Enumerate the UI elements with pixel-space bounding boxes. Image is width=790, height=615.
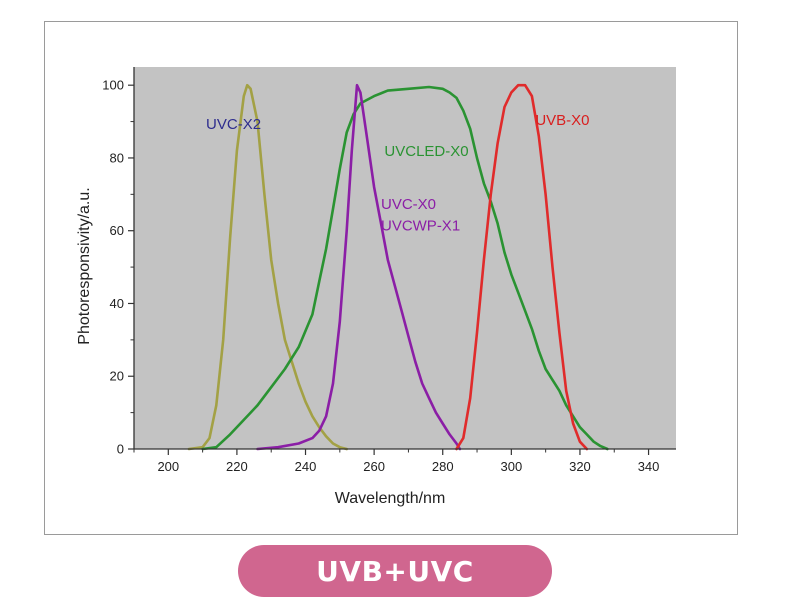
- y-tick-label: 80: [110, 150, 124, 165]
- series-line-uvcled-x0: [201, 85, 609, 451]
- x-tick-label: 240: [295, 459, 317, 474]
- x-tick-label: 260: [363, 459, 385, 474]
- y-tick-label: 40: [110, 296, 124, 311]
- series-label-uvcwp-x1: UVCWP-X1: [381, 218, 460, 235]
- y-axis-label: Photoresponsivity/a.u.: [76, 187, 93, 344]
- spectral-response-chart: 200 220 240 260 280 300 320 340 0 20 40 60 80 100 UVC…: [76, 67, 676, 507]
- x-tick-label: 340: [638, 459, 660, 474]
- x-axis-label: Wavelength/nm: [335, 490, 446, 507]
- y-tick-label: 100: [102, 78, 124, 93]
- uvb-uvc-badge: UVB+UVC: [238, 545, 552, 597]
- label-layer: UVC-X2 UVCLED-X0 UVC-X0 UVCWP-X1 UVB-X0: [206, 112, 590, 235]
- y-tick-label: 0: [117, 442, 124, 457]
- series-label-uvb-x0: UVB-X0: [535, 112, 589, 129]
- x-tick-label: 300: [500, 459, 522, 474]
- chart-frame: 200 220 240 260 280 300 320 340 0 20 40 60 80 100 UVC…: [44, 21, 738, 535]
- series-label-uvc-x2: UVC-X2: [206, 116, 261, 133]
- series-line-uvb-x0: [455, 83, 589, 451]
- axis-layer: 200 220 240 260 280 300 320 340 0 20 40 60 80 100: [102, 67, 676, 474]
- plot-background: [134, 67, 676, 449]
- series-layer: [187, 83, 609, 451]
- series-label-uvcled-x0: UVCLED-X0: [384, 143, 468, 160]
- series-line-uvc-x0-uvcwp-x1: [256, 83, 462, 451]
- x-tick-label: 220: [226, 459, 248, 474]
- x-tick-label: 320: [569, 459, 591, 474]
- x-tick-label: 200: [157, 459, 179, 474]
- y-tick-label: 60: [110, 223, 124, 238]
- series-label-uvc-x0: UVC-X0: [381, 196, 436, 213]
- y-tick-label: 20: [110, 369, 124, 384]
- x-tick-label: 280: [432, 459, 454, 474]
